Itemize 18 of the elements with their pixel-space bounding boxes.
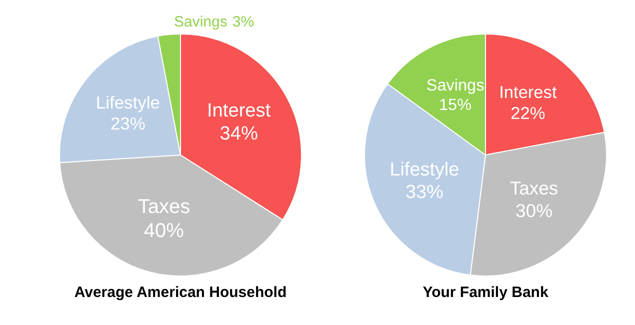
- slice-label: Savings: [174, 14, 228, 31]
- text: Average American Household: [74, 284, 287, 301]
- data-label: 22%: [510, 102, 546, 123]
- data-label: 34%: [220, 124, 258, 145]
- data-label: 30%: [515, 200, 553, 221]
- data-label: 33%: [405, 182, 444, 204]
- data-label: 3%: [232, 14, 254, 31]
- slice-label: Interest: [499, 82, 557, 102]
- slice-label: Taxes: [138, 196, 190, 218]
- text: Your Family Bank: [422, 284, 548, 301]
- slice-label: Lifestyle: [96, 92, 160, 113]
- slice-label: Taxes: [510, 178, 558, 199]
- slice-label: Lifestyle: [390, 159, 460, 180]
- data-label: 40%: [144, 220, 184, 242]
- slice-label: Savings: [426, 76, 484, 94]
- slice-label: Interest: [206, 100, 272, 122]
- data-label: 23%: [110, 113, 146, 134]
- data-label: 15%: [439, 96, 472, 114]
